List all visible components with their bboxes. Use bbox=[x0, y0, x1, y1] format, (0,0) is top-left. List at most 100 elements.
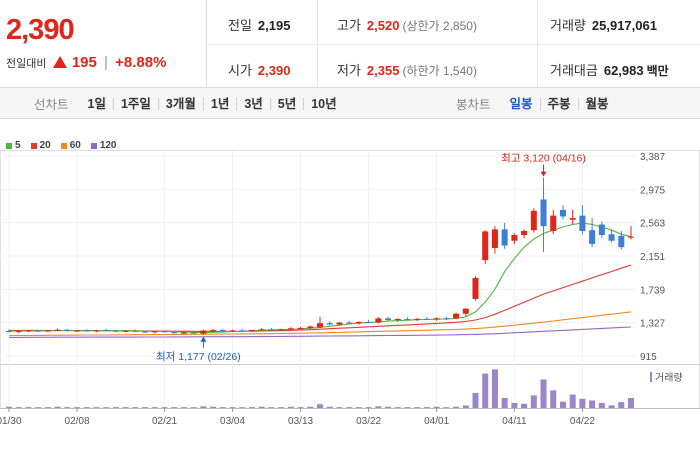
candle bbox=[190, 331, 197, 334]
volume-bar bbox=[112, 407, 119, 408]
tab-5y[interactable]: 5년 bbox=[271, 97, 305, 110]
candle-body bbox=[423, 318, 430, 320]
candle-body bbox=[346, 322, 353, 324]
volume-bar bbox=[540, 379, 547, 408]
candle bbox=[15, 330, 22, 333]
candle bbox=[462, 308, 469, 316]
candle-body bbox=[462, 308, 469, 314]
tab-1y[interactable]: 1년 bbox=[204, 97, 238, 110]
max-price-annotation: 최고 3,120 (04/16) bbox=[501, 153, 586, 165]
change-percent: +8.88% bbox=[115, 54, 167, 71]
candle bbox=[346, 320, 353, 325]
candle bbox=[355, 321, 362, 325]
tab-1d[interactable]: 1일 bbox=[81, 97, 114, 110]
stock-chart: 5 20 60 120 3,387 2,975 2,563 2,151 1,739 1,327 9… bbox=[0, 120, 700, 450]
volume-bar bbox=[559, 401, 566, 408]
volume-bar bbox=[501, 397, 508, 408]
volume-bar bbox=[550, 390, 557, 408]
separator: | bbox=[104, 54, 108, 71]
tab-3m[interactable]: 3개월 bbox=[159, 97, 204, 110]
candle bbox=[491, 226, 498, 254]
volume-bar bbox=[326, 406, 333, 408]
candle bbox=[248, 329, 255, 332]
candle-body bbox=[433, 318, 440, 320]
tab-3y[interactable]: 3년 bbox=[237, 97, 271, 110]
x-tick-label: 03/04 bbox=[220, 416, 245, 427]
candle-body bbox=[219, 330, 226, 332]
y-tick-label: 2,151 bbox=[640, 252, 665, 263]
tab-daily[interactable]: 일봉 bbox=[503, 97, 541, 110]
candle-body bbox=[171, 332, 178, 334]
candle-body bbox=[530, 210, 537, 231]
candle bbox=[627, 226, 635, 240]
ma120-line bbox=[9, 326, 632, 338]
candle-body bbox=[190, 332, 197, 334]
volume-bar bbox=[151, 407, 158, 408]
y-tick-label: 2,563 bbox=[640, 219, 665, 230]
candle-body bbox=[375, 318, 382, 323]
candle bbox=[598, 221, 605, 238]
volume-bar bbox=[229, 407, 236, 408]
candle bbox=[93, 329, 100, 333]
candle-body bbox=[287, 328, 294, 330]
candle bbox=[161, 330, 168, 333]
volume-bar bbox=[74, 407, 81, 408]
volume-bar bbox=[433, 406, 440, 408]
volume-label: 거래량 bbox=[655, 372, 683, 384]
candle-body bbox=[385, 318, 392, 320]
candle bbox=[103, 328, 110, 332]
volume-bar bbox=[385, 406, 392, 408]
candle bbox=[112, 329, 119, 333]
candle bbox=[550, 209, 557, 235]
x-tick-label: 03/13 bbox=[288, 416, 313, 427]
candle-body bbox=[404, 319, 411, 321]
tab-weekly[interactable]: 주봉 bbox=[541, 97, 579, 110]
volume-bar bbox=[579, 398, 586, 408]
candle bbox=[423, 317, 430, 321]
candle bbox=[74, 330, 81, 332]
x-tick-label: 04/22 bbox=[570, 416, 595, 427]
candle bbox=[443, 316, 450, 320]
price-box: 2,390 전일대비 195 | +8.88% bbox=[0, 0, 207, 88]
candle-body bbox=[355, 321, 362, 324]
volume-bar bbox=[491, 369, 498, 408]
volume-bar bbox=[287, 406, 294, 408]
candle bbox=[453, 312, 460, 320]
volume-bar bbox=[54, 406, 61, 408]
candle-body bbox=[35, 330, 42, 332]
candle bbox=[44, 330, 51, 333]
volume-legend-swatch bbox=[650, 372, 652, 382]
candle-body bbox=[608, 234, 615, 241]
volume-bar bbox=[627, 397, 635, 408]
tab-monthly[interactable]: 월봉 bbox=[585, 96, 609, 111]
change-row: 전일대비 195 | +8.88% bbox=[6, 54, 166, 71]
tab-10y[interactable]: 10년 bbox=[311, 96, 337, 111]
candle bbox=[142, 330, 149, 333]
tab-1w[interactable]: 1주일 bbox=[114, 97, 159, 110]
candle-body bbox=[64, 329, 71, 331]
candle bbox=[278, 328, 285, 331]
candle bbox=[530, 208, 537, 233]
candle bbox=[180, 331, 187, 335]
candle-body bbox=[316, 323, 324, 328]
legend-label: 60 bbox=[69, 140, 81, 151]
volume-bar bbox=[171, 407, 178, 408]
candle-body bbox=[540, 199, 547, 227]
candle bbox=[365, 319, 372, 324]
candle-body bbox=[278, 329, 285, 331]
volume-bar bbox=[15, 407, 22, 408]
candle bbox=[511, 233, 518, 244]
volume-bar bbox=[103, 407, 110, 408]
candle bbox=[210, 328, 217, 332]
candle-body bbox=[103, 330, 110, 332]
candle-body bbox=[54, 329, 61, 331]
chart-canvas: 3,387 2,975 2,563 2,151 1,739 1,327 915 01/30 02… bbox=[0, 150, 700, 427]
ma5-line bbox=[8, 222, 632, 334]
y-tick-label: 1,327 bbox=[640, 319, 665, 330]
volume-bar bbox=[336, 407, 343, 408]
legend-item: 60 bbox=[60, 140, 81, 151]
candle-body bbox=[44, 330, 51, 332]
candle-body bbox=[589, 230, 596, 244]
candle bbox=[297, 326, 304, 330]
volume-bar bbox=[307, 406, 314, 408]
